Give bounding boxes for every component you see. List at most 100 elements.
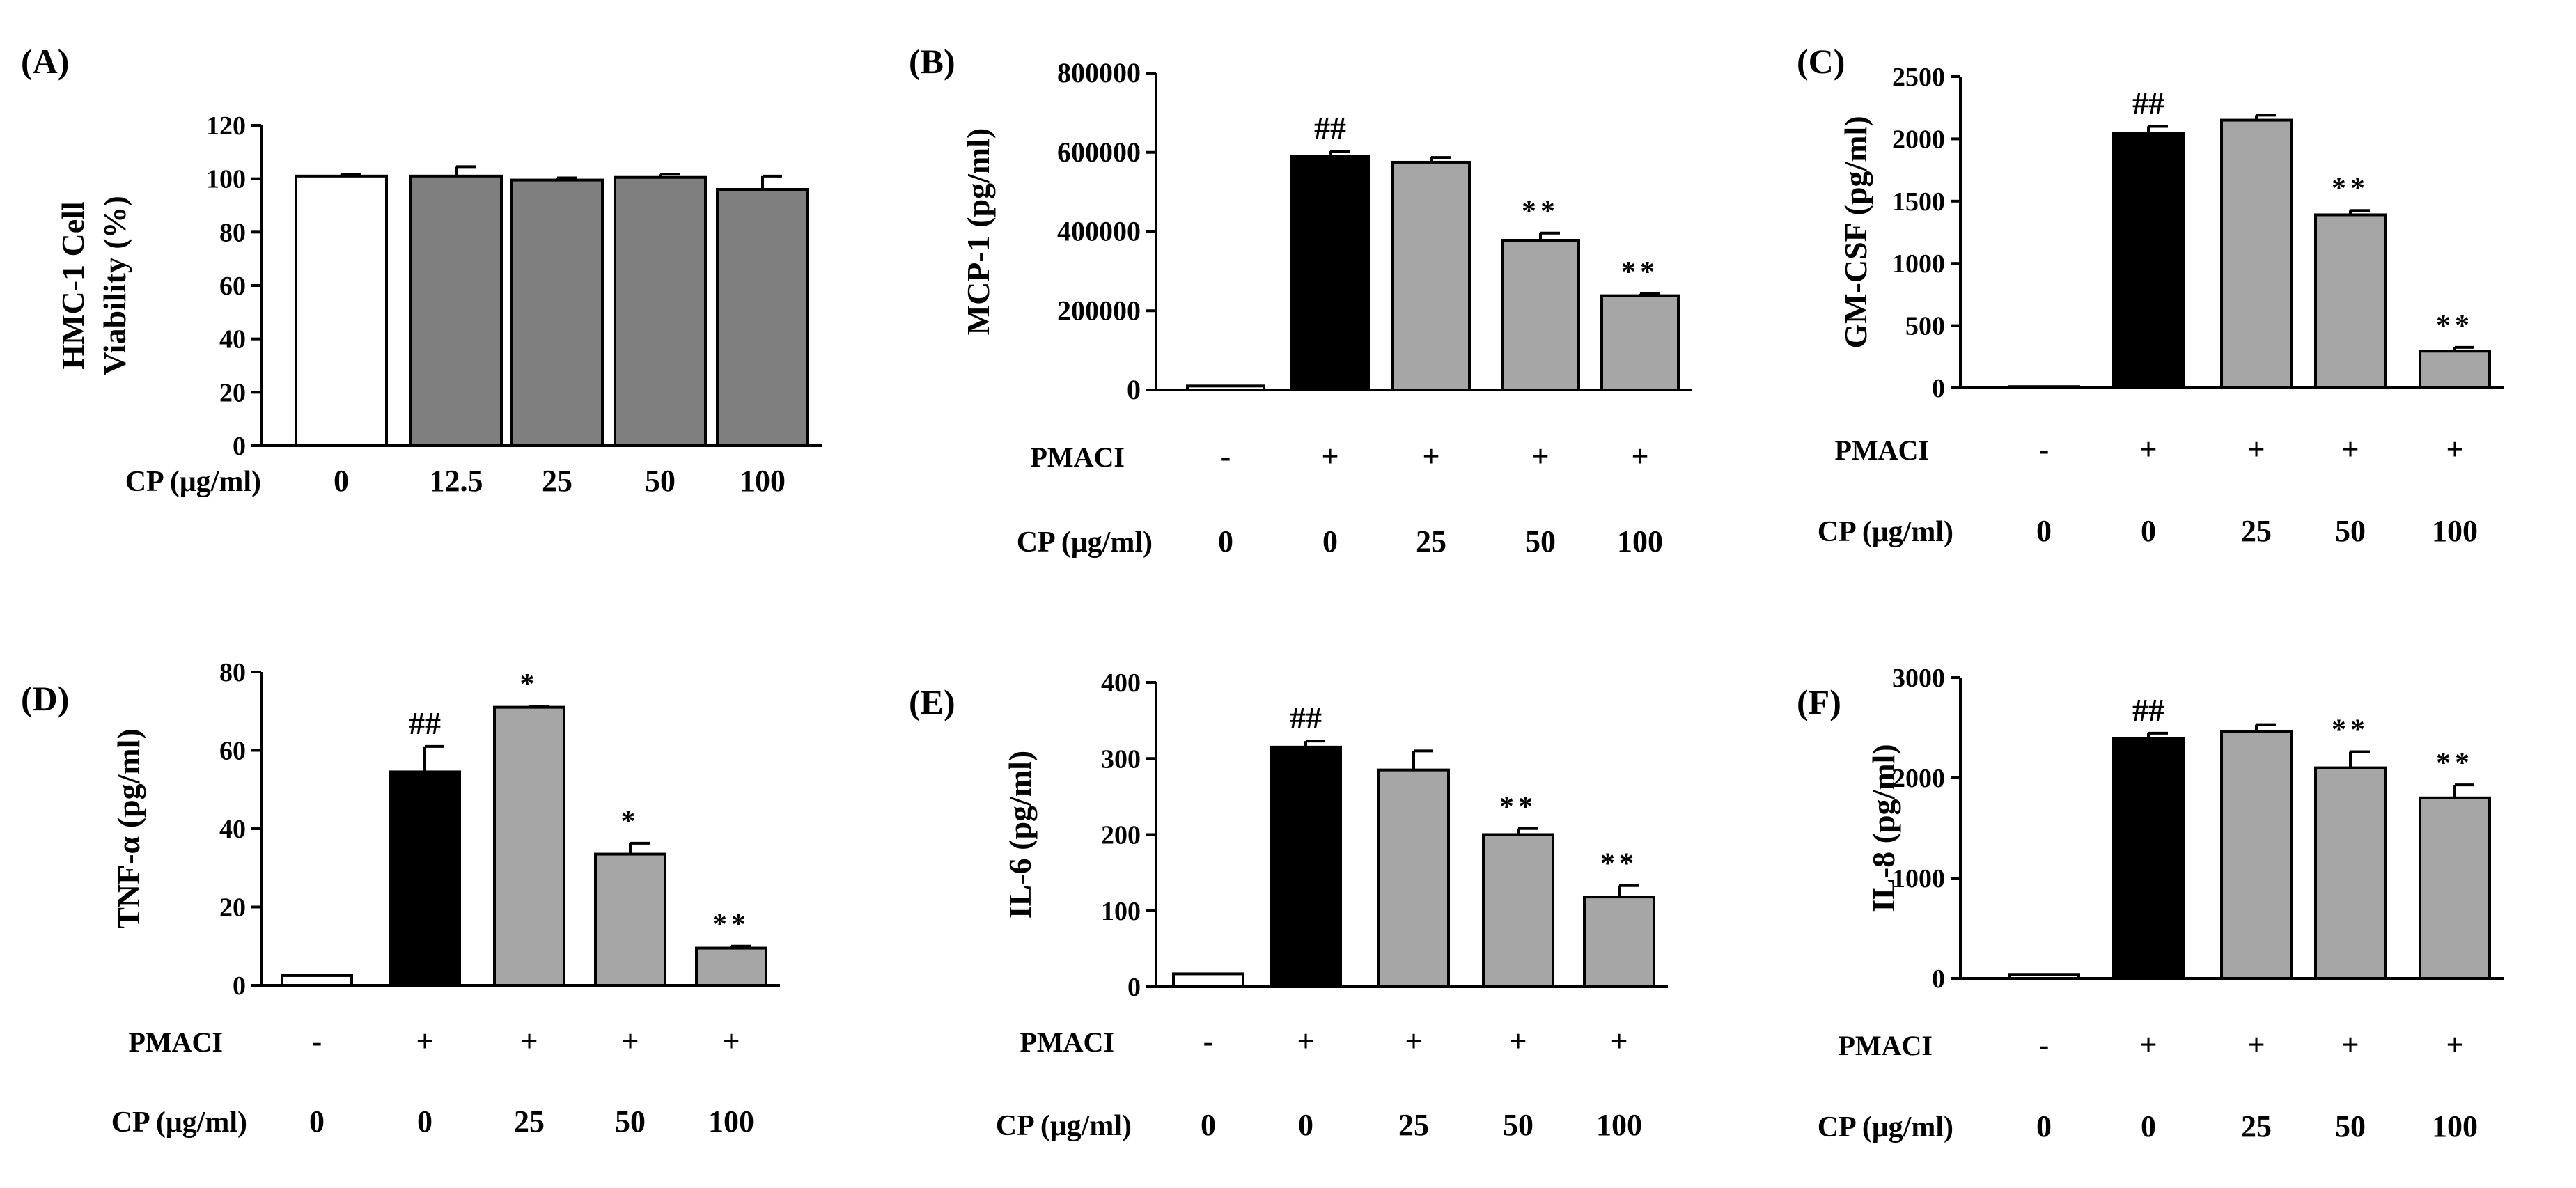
bar [2008, 385, 2080, 389]
x-category-label: 0 [309, 1104, 325, 1139]
pmaci-label: PMACI [1834, 435, 1929, 466]
x-category-label: 50 [2335, 514, 2366, 548]
cp-label: CP (μg/ml) [1017, 526, 1153, 558]
bar [2112, 132, 2185, 389]
significance-annotation: ## [2132, 692, 2164, 728]
chart-panel-1: (A) 0 20 40 60 80 100 120 HMC-1 Cell Viability (%… [21, 42, 822, 498]
chart-panel-2: (B) 0 200000 400000 600000 800000 MCP-1 (pg/ml… [909, 42, 1692, 558]
y-axis-label: HMC-1 Cell [55, 201, 91, 369]
significance-annotation: ** [2332, 714, 2369, 747]
x-category-label: 0 [417, 1104, 432, 1139]
y-tick-label: 0 [1127, 973, 1141, 1002]
y-tick-label: 600000 [1057, 136, 1141, 168]
y-axis-label: IL-6 (pg/ml) [1002, 751, 1038, 919]
significance-annotation: ** [1600, 848, 1638, 880]
significance-annotation: ** [2436, 747, 2474, 779]
pmaci-sign: - [2039, 1028, 2050, 1062]
panel-label: (F) [1797, 682, 1841, 721]
y-tick-label: 2000 [1892, 764, 1945, 793]
y-tick-label: 1000 [1892, 864, 1945, 893]
pmaci-sign: + [416, 1024, 433, 1058]
x-category-label: 25 [1416, 524, 1446, 558]
bar [281, 974, 353, 987]
pmaci-sign: + [2341, 432, 2359, 467]
x-category-label: 0 [2141, 1109, 2156, 1143]
cp-label: CP (μg/ml) [111, 1107, 247, 1139]
y-axis-label: IL-8 (pg/ml) [1866, 744, 1901, 912]
bar [1482, 833, 1554, 988]
bar [1583, 896, 1655, 988]
pmaci-sign: - [1221, 439, 1231, 474]
y-axis-label: GM-CSF (pg/ml) [1838, 116, 1873, 348]
y-tick-label: 300 [1101, 744, 1141, 774]
y-tick-label: 1500 [1892, 187, 1945, 217]
significance-annotation: ## [2132, 86, 2164, 121]
y-tick-label: 20 [219, 378, 246, 407]
pmaci-sign: + [2247, 1028, 2265, 1062]
bar [1377, 768, 1450, 988]
pmaci-sign: - [2039, 432, 2050, 467]
y-tick-label: 80 [219, 658, 246, 687]
cp-label: CP (μg/ml) [125, 466, 261, 498]
pmaci-label: PMACI [1020, 1026, 1114, 1058]
y-tick-label: 400000 [1057, 216, 1141, 247]
panel-label: (B) [909, 42, 955, 81]
pmaci-sign: + [621, 1024, 639, 1058]
chart-panel-6: (F) 0 1000 2000 3000 IL-8 (pg/ml) ## ** ** PMACI -… [1797, 664, 2504, 1143]
pmaci-sign: - [312, 1024, 322, 1058]
pmaci-label: PMACI [1838, 1030, 1933, 1061]
y-tick-label: 0 [233, 432, 246, 461]
x-category-label: 0 [1218, 524, 1233, 558]
significance-annotation: ## [409, 705, 441, 741]
panel-label: (C) [1797, 42, 1845, 81]
y-tick-label: 40 [219, 815, 246, 844]
x-category-label: 50 [645, 464, 676, 498]
significance-annotation: ** [712, 909, 750, 941]
x-category-label: 12.5 [430, 464, 483, 498]
bar [1186, 384, 1265, 391]
bar [493, 705, 565, 987]
bar [1290, 155, 1370, 391]
x-category-label: 0 [1201, 1108, 1216, 1142]
bar [1270, 745, 1342, 989]
significance-annotation: * [621, 806, 640, 838]
pmaci-sign: + [1509, 1024, 1527, 1058]
x-category-label: 25 [2241, 1109, 2272, 1143]
y-axis-label: MCP-1 (pg/ml) [960, 128, 996, 336]
cp-label: CP (μg/ml) [1818, 1111, 1953, 1143]
bar [1501, 239, 1580, 392]
y-tick-label: 2000 [1892, 125, 1945, 154]
bar [2314, 766, 2387, 980]
significance-annotation: ** [2332, 173, 2369, 205]
significance-annotation: ## [1290, 700, 1322, 735]
x-category-label: 50 [1503, 1108, 1533, 1142]
y-tick-label: 1000 [1892, 249, 1945, 279]
x-category-label: 0 [1298, 1108, 1313, 1142]
pmaci-sign: + [1631, 439, 1648, 474]
pmaci-sign: + [722, 1024, 740, 1058]
x-category-label: 0 [334, 464, 349, 498]
y-axis-label: TNF-α (pg/ml) [111, 728, 146, 929]
pmaci-sign: + [2446, 1028, 2463, 1062]
y-tick-label: 500 [1905, 312, 1945, 341]
bar [510, 178, 604, 447]
bar [389, 770, 461, 987]
pmaci-sign: + [2139, 432, 2157, 467]
y-tick-label: 0 [1932, 964, 1945, 994]
x-category-label: 25 [1398, 1108, 1429, 1142]
significance-annotation: ** [1621, 256, 1659, 288]
bar [2008, 973, 2080, 980]
pmaci-label: PMACI [128, 1026, 223, 1058]
x-category-label: 25 [514, 1104, 545, 1139]
y-tick-label: 200000 [1057, 295, 1141, 326]
y-tick-label: 20 [219, 893, 246, 923]
x-category-label: 0 [2036, 1109, 2052, 1143]
bar [295, 174, 388, 447]
bar [409, 174, 503, 447]
pmaci-sign: + [1405, 1024, 1422, 1058]
pmaci-sign: + [1321, 439, 1338, 474]
pmaci-sign: - [1203, 1024, 1214, 1058]
y-tick-label: 3000 [1892, 664, 1945, 693]
